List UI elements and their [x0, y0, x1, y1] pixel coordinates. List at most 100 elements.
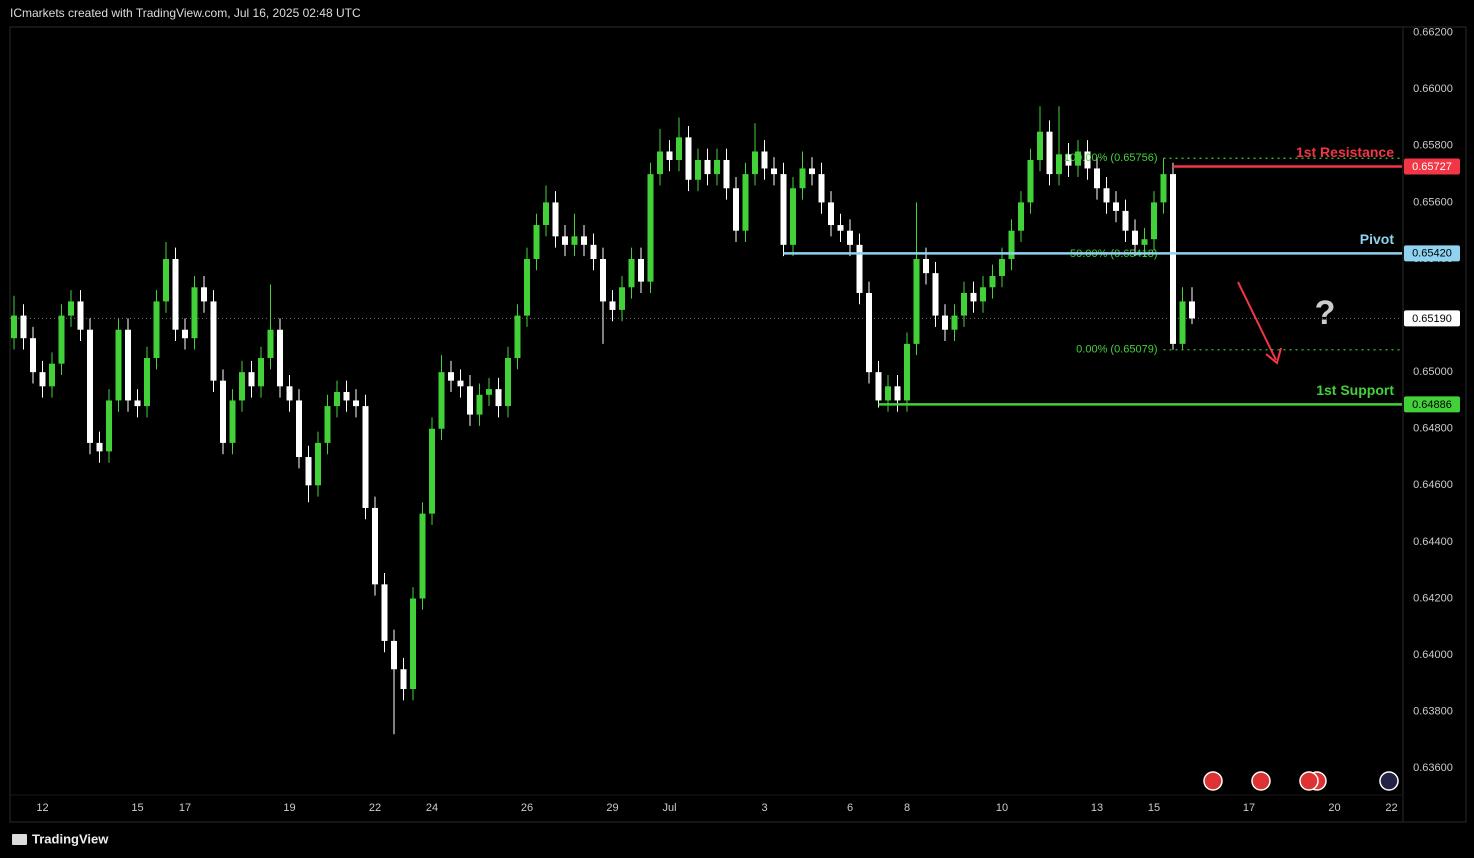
x-tick-label: 15	[131, 802, 143, 814]
candle-body	[799, 168, 806, 189]
y-tick-label: 0.64600	[1413, 479, 1453, 491]
candle-body	[258, 358, 264, 387]
candle-body	[410, 598, 416, 690]
candle-body	[30, 338, 36, 373]
x-tick-label: 3	[761, 802, 767, 814]
candle-body	[533, 225, 540, 259]
candle-body	[286, 386, 293, 401]
y-tick-label: 0.64000	[1413, 649, 1453, 661]
candle-body	[742, 174, 749, 231]
candle-body	[951, 315, 958, 330]
candle-body	[68, 301, 74, 316]
candle-body	[362, 406, 369, 508]
candle-body	[1037, 131, 1043, 160]
candle-body	[115, 329, 122, 401]
x-tick-label: 26	[521, 802, 533, 814]
candle-body	[913, 258, 920, 344]
candle-body	[353, 400, 359, 407]
candle-body	[818, 174, 825, 203]
price-tag	[1404, 158, 1460, 175]
event-icon[interactable]	[1251, 771, 1271, 791]
candle-body	[628, 258, 635, 288]
candle-body	[1075, 151, 1081, 166]
fib-label: 0.00% (0.65079)	[1076, 344, 1157, 356]
candle-body	[676, 137, 682, 160]
event-icons	[1203, 771, 1399, 791]
frame	[9, 26, 1467, 823]
candle-body	[695, 159, 701, 180]
candle-body	[514, 315, 521, 359]
candle-body	[752, 151, 758, 175]
candle-body	[20, 315, 27, 339]
candle-body	[334, 391, 340, 407]
price-tag-label: 0.65190	[1412, 313, 1452, 325]
candle-body	[875, 372, 882, 401]
candle-body	[581, 236, 587, 245]
y-tick-label: 0.66000	[1413, 83, 1453, 95]
candle-body	[970, 292, 977, 302]
candle-body	[182, 329, 188, 339]
price-tag-label: 0.65727	[1412, 161, 1452, 173]
candle-body	[372, 507, 378, 585]
candle-body	[837, 225, 844, 231]
candle-body	[144, 358, 150, 407]
logo-icon	[12, 834, 27, 845]
x-tick-label: 29	[606, 802, 618, 814]
candle-body	[1008, 230, 1015, 259]
candle-body	[666, 151, 673, 160]
event-icon[interactable]	[1299, 771, 1319, 791]
candle-body	[733, 188, 739, 231]
candle-body	[894, 386, 901, 401]
candle-body	[600, 258, 606, 302]
candle-body	[1151, 202, 1157, 240]
candle-body	[1084, 151, 1091, 169]
x-tick-label: 24	[426, 802, 438, 814]
candle-body	[961, 292, 967, 316]
candle-body	[932, 273, 939, 316]
x-tick-label: 19	[283, 802, 295, 814]
x-tick-label: 12	[36, 802, 48, 814]
candle-body	[324, 406, 331, 443]
price-tag	[1404, 310, 1460, 327]
price-tag	[1404, 245, 1460, 262]
candle-body	[1094, 168, 1100, 189]
candle-body	[1056, 154, 1062, 175]
candle-body	[39, 372, 46, 387]
x-tick-label: 17	[179, 802, 191, 814]
event-icon[interactable]	[1203, 771, 1223, 791]
candle-body	[476, 394, 483, 415]
candle-body	[1189, 301, 1195, 319]
candle-body	[1018, 202, 1024, 231]
candle-body	[619, 287, 625, 310]
level-name: 1st Support	[1316, 382, 1394, 398]
x-tick-label: 17	[1243, 802, 1255, 814]
candle-body	[590, 244, 597, 259]
candle-body	[856, 244, 863, 293]
y-tick-label: 0.63800	[1413, 706, 1453, 718]
candle-body	[704, 159, 711, 175]
candle-body	[153, 301, 160, 359]
candle-body	[448, 372, 454, 381]
candle-body	[543, 202, 549, 226]
y-tick-label: 0.64800	[1413, 423, 1453, 435]
candle-body	[904, 343, 910, 401]
arrow-shaft	[1237, 281, 1277, 361]
candle-body	[495, 389, 502, 407]
candle-body	[229, 400, 236, 443]
candle-body	[989, 275, 996, 288]
price-tag-label: 0.64886	[1412, 399, 1452, 411]
candle-body	[1027, 159, 1034, 203]
candle-body	[1065, 154, 1072, 166]
level-name: Pivot	[1360, 231, 1395, 247]
event-icon[interactable]	[1379, 771, 1399, 791]
candle-body	[400, 669, 407, 690]
candle-body	[647, 174, 654, 282]
candle-body	[419, 513, 426, 599]
candle-body	[267, 329, 274, 359]
candle-body	[771, 168, 777, 175]
annotation: ?	[1315, 294, 1336, 332]
y-tick-label: 0.65000	[1413, 366, 1453, 378]
forecast-arrow	[1237, 281, 1282, 365]
candle-body	[780, 174, 787, 245]
